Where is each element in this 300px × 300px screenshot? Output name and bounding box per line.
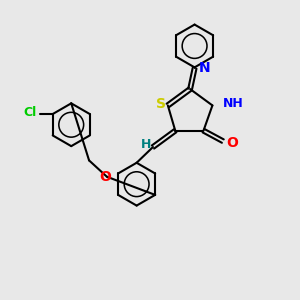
Text: NH: NH	[223, 98, 244, 110]
Text: O: O	[226, 136, 238, 150]
Text: Cl: Cl	[23, 106, 36, 119]
Text: N: N	[198, 61, 210, 75]
Text: S: S	[156, 97, 166, 111]
Text: H: H	[141, 138, 152, 151]
Text: O: O	[100, 170, 111, 184]
